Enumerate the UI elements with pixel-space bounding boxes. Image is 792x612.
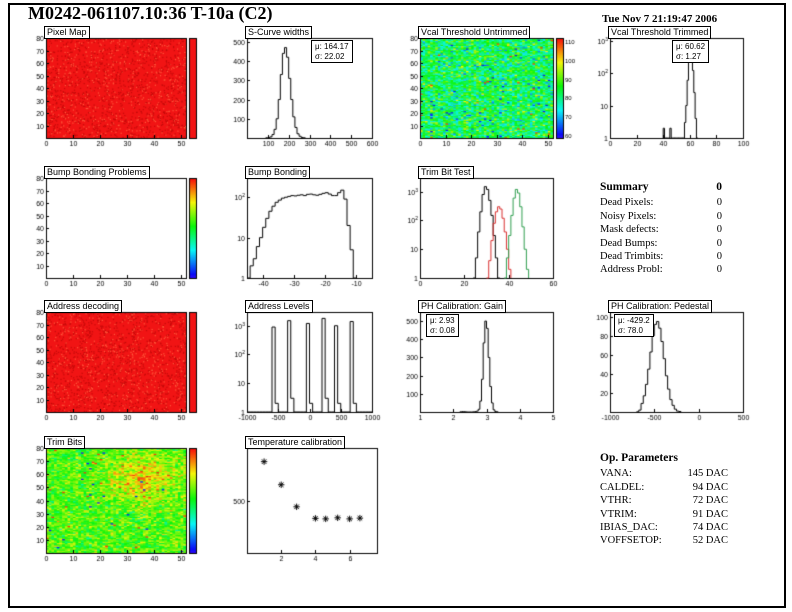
stats-box-ph-gain: μ: 2.93 σ: 0.08 [426,314,459,337]
summary-row-value: 0 [716,210,722,222]
summary-title: Summary [600,181,649,193]
panel-title-bump-bonding: Bump Bonding [245,166,311,179]
stat-mu: μ: 164.17 [315,42,349,51]
stats-box-vcal-trimmed: μ: 60.62 σ: 1.27 [672,40,710,63]
op-parameter-value: 145 DAC [687,468,728,480]
op-parameter-label: CALDEL: [600,481,645,493]
page-title: M0242-061107.10:36 T-10a (C2) [28,3,273,23]
summary-row: Address Probl: 0 [600,263,722,276]
op-parameter-value: 74 DAC [692,522,728,534]
stat-sigma: σ: 1.27 [676,51,701,61]
stat-mu: μ: -429.2 [618,316,650,325]
stat-mu: μ: 60.62 [676,42,706,51]
stats-box-ph-pedestal: μ: -429.2 σ: 78.0 [614,314,654,337]
summary-row-label: Address Probl: [600,264,663,276]
stat-sigma: σ: 22.02 [315,51,345,61]
op-parameter-label: VTRIM: [600,508,637,520]
op-parameter-label: IBIAS_DAC: [600,522,658,534]
op-parameter-value: 91 DAC [692,508,728,520]
op-parameter-value: 52 DAC [692,535,728,547]
panel-title-ph-gain: PH Calibration: Gain [418,300,507,313]
stats-box-s-curve: μ: 164.17 σ: 22.02 [311,40,353,63]
op-parameter-value: 72 DAC [692,495,728,507]
panel-title-pixel-map: Pixel Map [44,26,90,39]
summary-row: Noisy Pixels: 0 [600,210,722,223]
panel-title-trim-bits: Trim Bits [44,436,86,449]
summary-row-value: 0 [716,237,722,249]
timestamp: Tue Nov 7 21:19:47 2006 [602,13,718,25]
op-parameter-row: VANA: 145 DAC [600,467,728,480]
summary-row-value: 0 [716,264,722,276]
panel-title-s-curve-widths: S-Curve widths [245,26,313,39]
summary-block: Summary 0 Dead Pixels: 0 Noisy Pixels: 0… [600,181,722,277]
summary-row: Dead Bumps: 0 [600,237,722,250]
stat-mu: μ: 2.93 [430,316,455,325]
op-parameter-row: CALDEL: 94 DAC [600,481,728,494]
op-parameters-title: Op. Parameters [600,452,678,464]
op-parameters-block: Op. Parameters VANA: 145 DAC CALDEL: 94 … [600,452,728,548]
op-parameter-label: VTHR: [600,495,632,507]
page-border [8,3,786,608]
summary-row-value: 0 [716,197,722,209]
panel-title-address-decoding: Address decoding [44,300,123,313]
panel-title-bump-bonding-problems: Bump Bonding Problems [44,166,150,179]
summary-total: 0 [716,181,722,193]
summary-row: Dead Pixels: 0 [600,196,722,209]
panel-title-trim-bit-test: Trim Bit Test [418,166,474,179]
summary-row: Mask defects: 0 [600,223,722,236]
op-parameter-value: 94 DAC [692,481,728,493]
summary-row: Dead Trimbits: 0 [600,250,722,263]
summary-row-label: Dead Bumps: [600,237,658,249]
op-parameter-row: VTRIM: 91 DAC [600,508,728,521]
op-parameter-row: VTHR: 72 DAC [600,494,728,507]
panel-title-temperature-calibration: Temperature calibration [245,436,346,449]
op-parameter-label: VANA: [600,468,632,480]
panel-title-vcal-trimmed: Vcal Threshold Trimmed [608,26,712,39]
summary-row-label: Mask defects: [600,224,659,236]
panel-title-vcal-untrimmed: Vcal Threshold Untrimmed [418,26,531,39]
panel-title-address-levels: Address Levels [245,300,313,313]
summary-row-value: 0 [716,224,722,236]
op-parameter-row: VOFFSETOP: 52 DAC [600,534,728,547]
summary-row-label: Dead Pixels: [600,197,654,209]
summary-row-label: Dead Trimbits: [600,251,664,263]
op-parameter-row: IBIAS_DAC: 74 DAC [600,521,728,534]
stat-sigma: σ: 0.08 [430,325,455,335]
op-parameter-label: VOFFSETOP: [600,535,662,547]
summary-row-label: Noisy Pixels: [600,210,657,222]
stat-sigma: σ: 78.0 [618,325,643,335]
panel-title-ph-pedestal: PH Calibration: Pedestal [608,300,713,313]
summary-row-value: 0 [716,251,722,263]
